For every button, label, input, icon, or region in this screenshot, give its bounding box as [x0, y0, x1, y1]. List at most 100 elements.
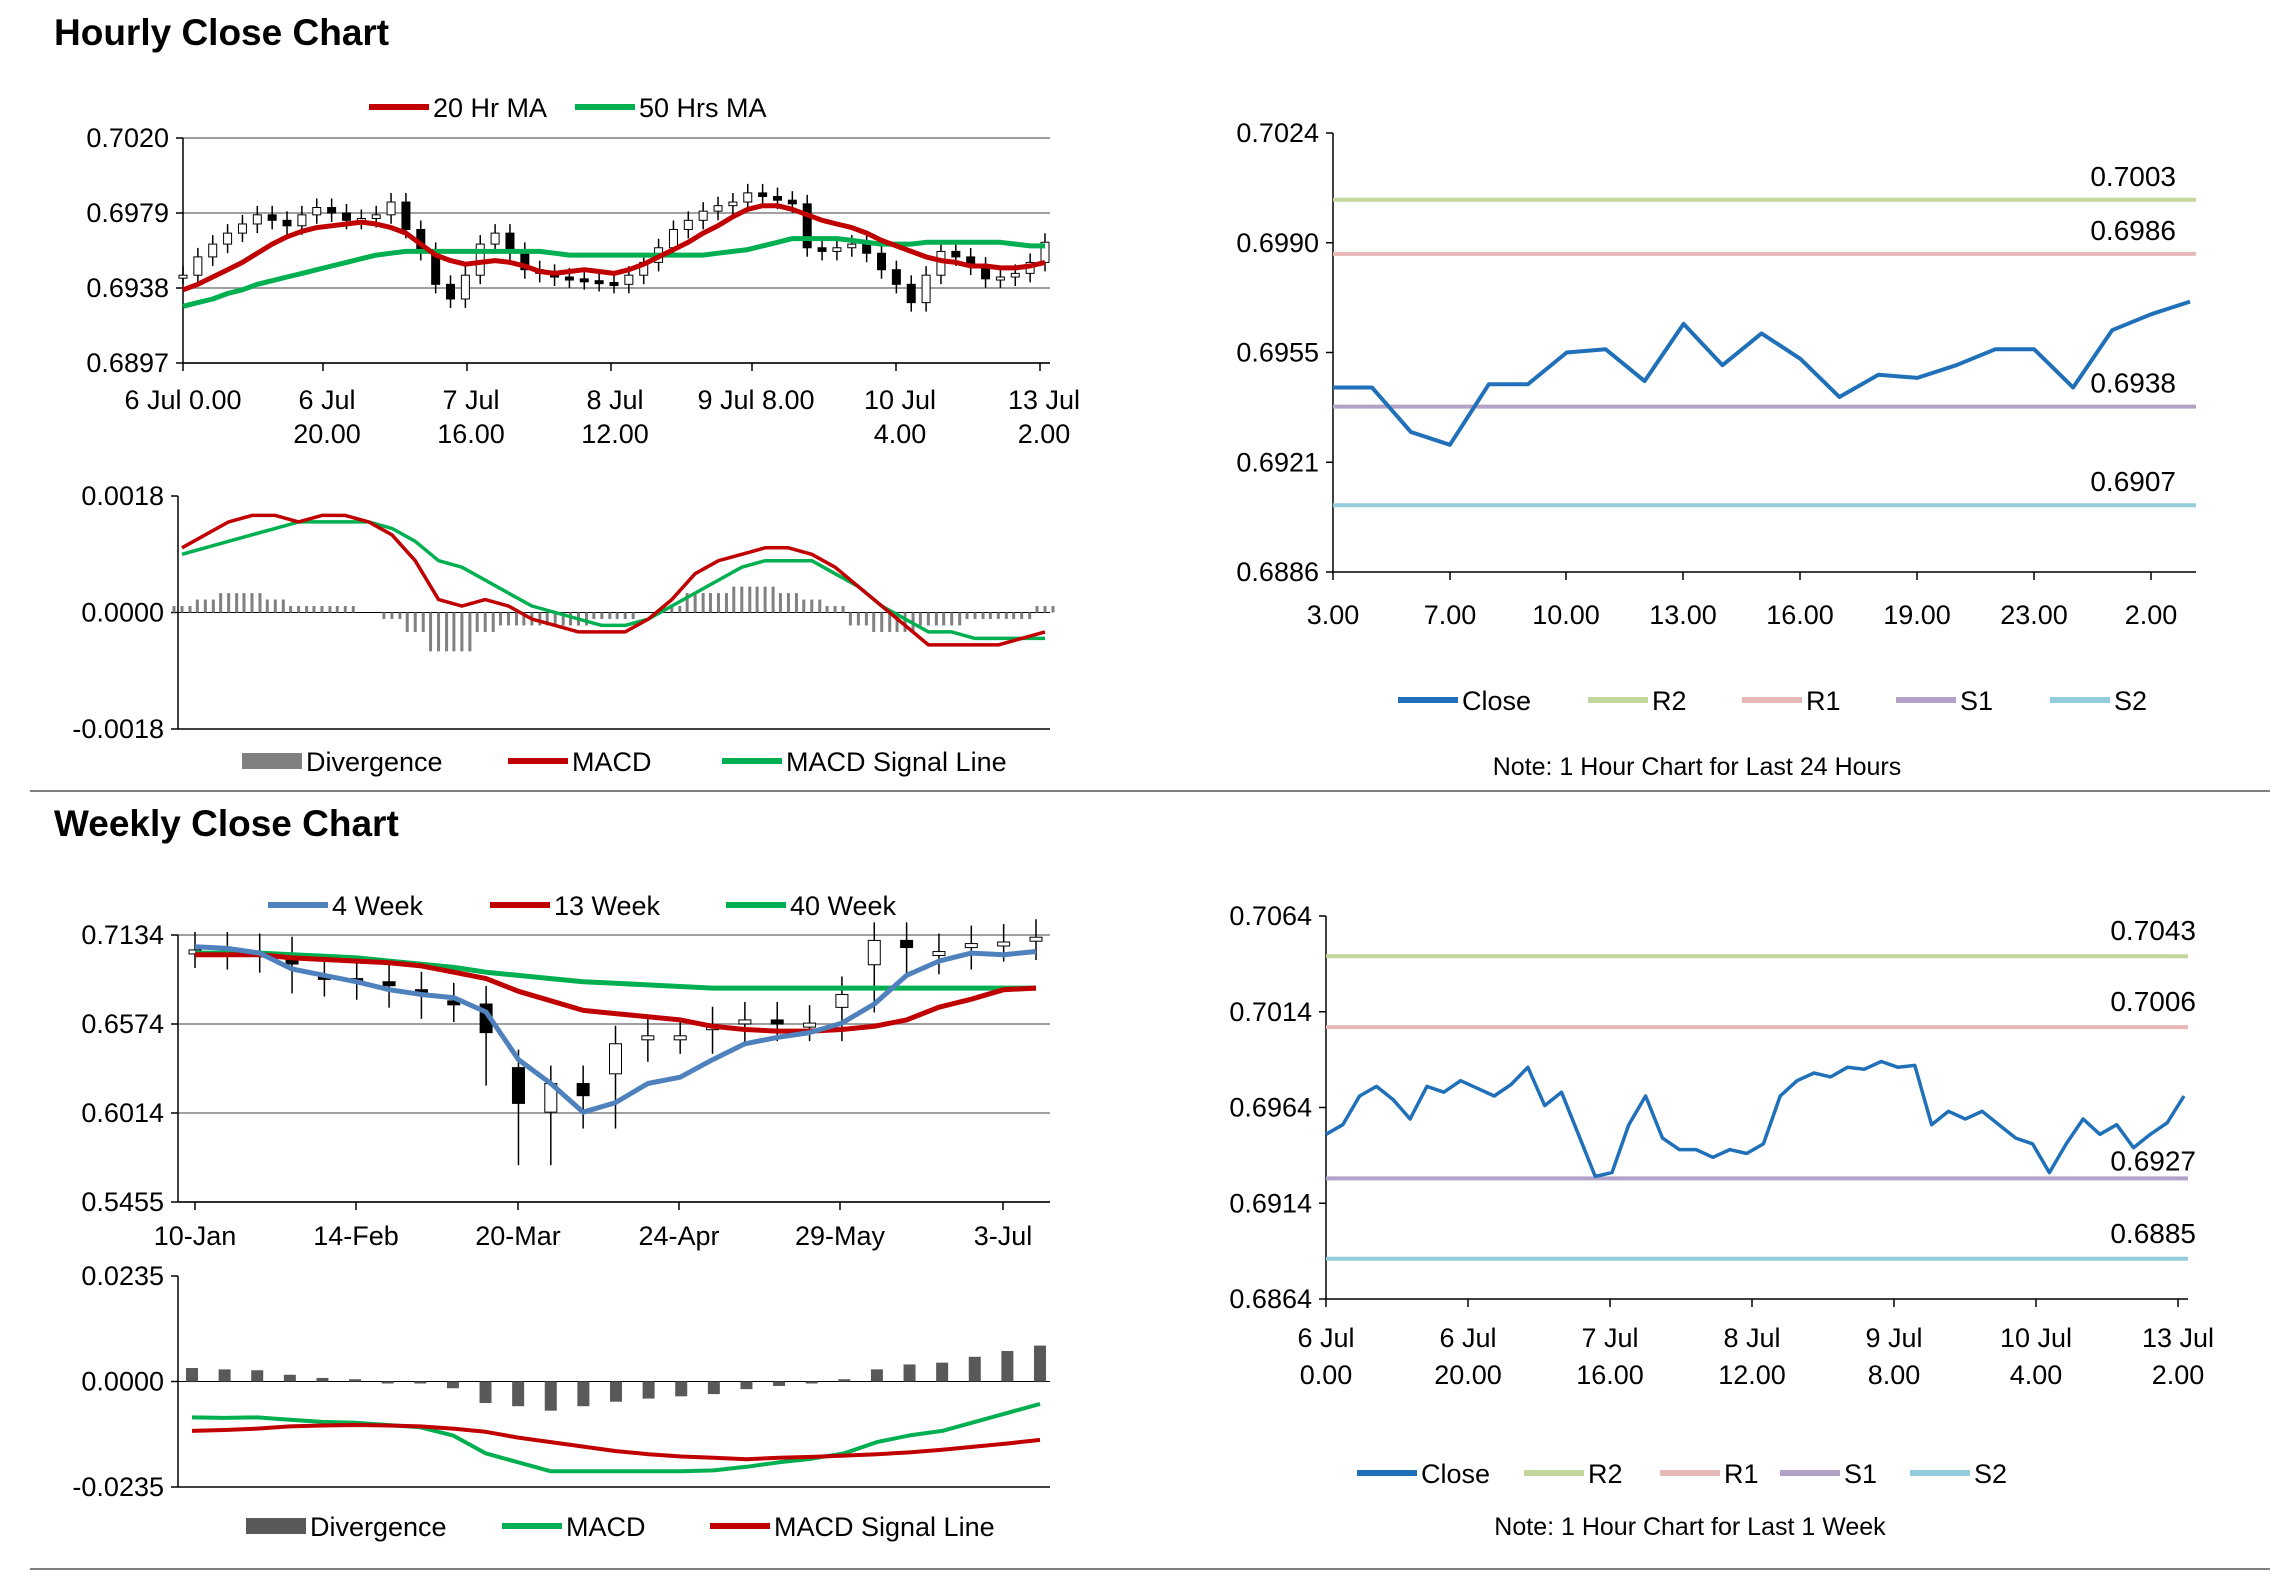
divergence-bar	[544, 1381, 557, 1411]
x-tick-label: 10-Jan	[154, 1221, 237, 1251]
candle-body	[252, 214, 262, 225]
legend-close-label: Close	[1462, 686, 1531, 716]
40-week-legend-label: 40 Week	[790, 891, 897, 921]
divergence-bar	[1001, 1350, 1014, 1382]
candle-body	[738, 1019, 752, 1025]
candle-body	[995, 276, 1005, 281]
divergence-bar	[968, 1356, 981, 1382]
candle-body	[1010, 272, 1020, 278]
x-tick-label: 12.00	[1718, 1360, 1786, 1390]
candle-body	[223, 232, 233, 245]
level-s2-label: 0.6885	[2110, 1218, 2196, 1249]
divergence-bar	[251, 1370, 264, 1382]
x-tick-label: 16.00	[1766, 600, 1834, 630]
y-tick-label: 0.6574	[81, 1009, 164, 1039]
y-tick-label: 0.6938	[86, 273, 169, 303]
candle-body	[312, 207, 322, 216]
candle-body	[382, 981, 396, 987]
y-tick-label: 0.0018	[81, 481, 164, 511]
x-tick-label: 7 Jul	[1581, 1323, 1638, 1353]
13-week-line	[195, 952, 1037, 1034]
x-tick-label: 9 Jul 8.00	[697, 385, 814, 415]
y-tick-label: -0.0018	[72, 714, 164, 744]
candle-body	[178, 274, 188, 279]
divergence-legend-label: Divergence	[310, 1512, 447, 1542]
divergence-bar	[642, 1381, 655, 1399]
candle-body	[1029, 936, 1043, 942]
candle-body	[932, 951, 946, 957]
x-tick-label: 29-May	[795, 1221, 886, 1251]
50-hrs-ma-legend-label: 50 Hrs MA	[639, 93, 767, 123]
y-tick-label: 0.7024	[1236, 118, 1319, 148]
divergence-bars	[172, 586, 1055, 652]
y-tick-label: -0.0235	[72, 1472, 164, 1502]
candle-body	[770, 1019, 784, 1025]
candle-body	[921, 274, 931, 304]
divergence-bar	[870, 1369, 883, 1382]
candle-body	[386, 201, 396, 216]
candle-body	[758, 192, 768, 198]
candle-body	[505, 232, 515, 252]
x-tick-label: 16.00	[1576, 1360, 1644, 1390]
x-tick-label: 6 Jul	[1297, 1323, 1354, 1353]
level-s1-label: 0.6927	[2110, 1145, 2196, 1176]
x-tick-label: 7.00	[1424, 600, 1477, 630]
level-r1-label: 0.6986	[2090, 215, 2176, 246]
divergence-bar	[316, 1377, 329, 1382]
x-tick-label: 3-Jul	[974, 1221, 1033, 1251]
candle-body	[683, 219, 693, 230]
legend-r1-label: R1	[1724, 1459, 1759, 1489]
50-hrs-ma-line	[182, 236, 1045, 309]
chart-note: Note: 1 Hour Chart for Last 1 Week	[1494, 1513, 1886, 1541]
y-tick-label: 0.6964	[1229, 1093, 1312, 1123]
x-tick-label: 8 Jul	[1723, 1323, 1780, 1353]
candle-body	[371, 214, 381, 219]
close-line	[1333, 299, 2191, 447]
y-tick-label: 0.6914	[1229, 1188, 1312, 1218]
x-tick-label: 2.00	[1018, 419, 1071, 449]
candle-body	[817, 247, 827, 252]
x-tick-label: 2.00	[2152, 1360, 2205, 1390]
divergence-bar	[186, 1368, 198, 1382]
divergence-legend-swatch	[242, 753, 302, 769]
y-tick-label: 0.7020	[86, 123, 169, 153]
x-tick-label: 24-Apr	[638, 1221, 719, 1251]
legend-r2-label: R2	[1588, 1459, 1623, 1489]
x-tick-label: 20.00	[1434, 1360, 1502, 1390]
candle-body	[193, 256, 203, 276]
candle-body	[698, 210, 708, 221]
candle-body	[803, 1022, 817, 1028]
section-divider	[30, 790, 2270, 792]
divergence-bar	[805, 1381, 818, 1384]
candle-body	[891, 269, 901, 285]
candle-body	[446, 283, 456, 300]
level-r1-label: 0.7006	[2110, 986, 2196, 1017]
legend-close-label: Close	[1421, 1459, 1490, 1489]
candle-body	[341, 212, 351, 221]
candle-body	[511, 1067, 525, 1104]
20-hr-ma-line	[182, 203, 1046, 293]
x-tick-label: 9 Jul	[1865, 1323, 1922, 1353]
candle-body	[951, 250, 961, 258]
candle-body	[867, 939, 881, 966]
divergence-bars	[186, 1345, 1046, 1411]
candle-body	[564, 276, 574, 281]
y-tick-label: 0.6921	[1236, 447, 1319, 477]
divergence-bar	[740, 1381, 753, 1390]
macd-signal-line	[181, 520, 1045, 641]
y-tick-label: 0.6990	[1236, 228, 1319, 258]
x-tick-label: 7 Jul	[442, 385, 499, 415]
level-r2-label: 0.7003	[2090, 161, 2176, 192]
x-tick-label: 2.00	[2125, 600, 2178, 630]
x-tick-label: 4.00	[2010, 1360, 2063, 1390]
candle-body	[327, 207, 337, 214]
divergence-bar	[577, 1381, 590, 1407]
price-candles	[178, 183, 1050, 312]
bottom-divider	[30, 1568, 2270, 1570]
divergence-bar	[414, 1381, 427, 1384]
x-tick-label: 13 Jul	[1008, 385, 1080, 415]
divergence-bar	[512, 1381, 525, 1407]
divergence-bar	[1034, 1345, 1046, 1382]
x-tick-label: 6 Jul	[1439, 1323, 1496, 1353]
